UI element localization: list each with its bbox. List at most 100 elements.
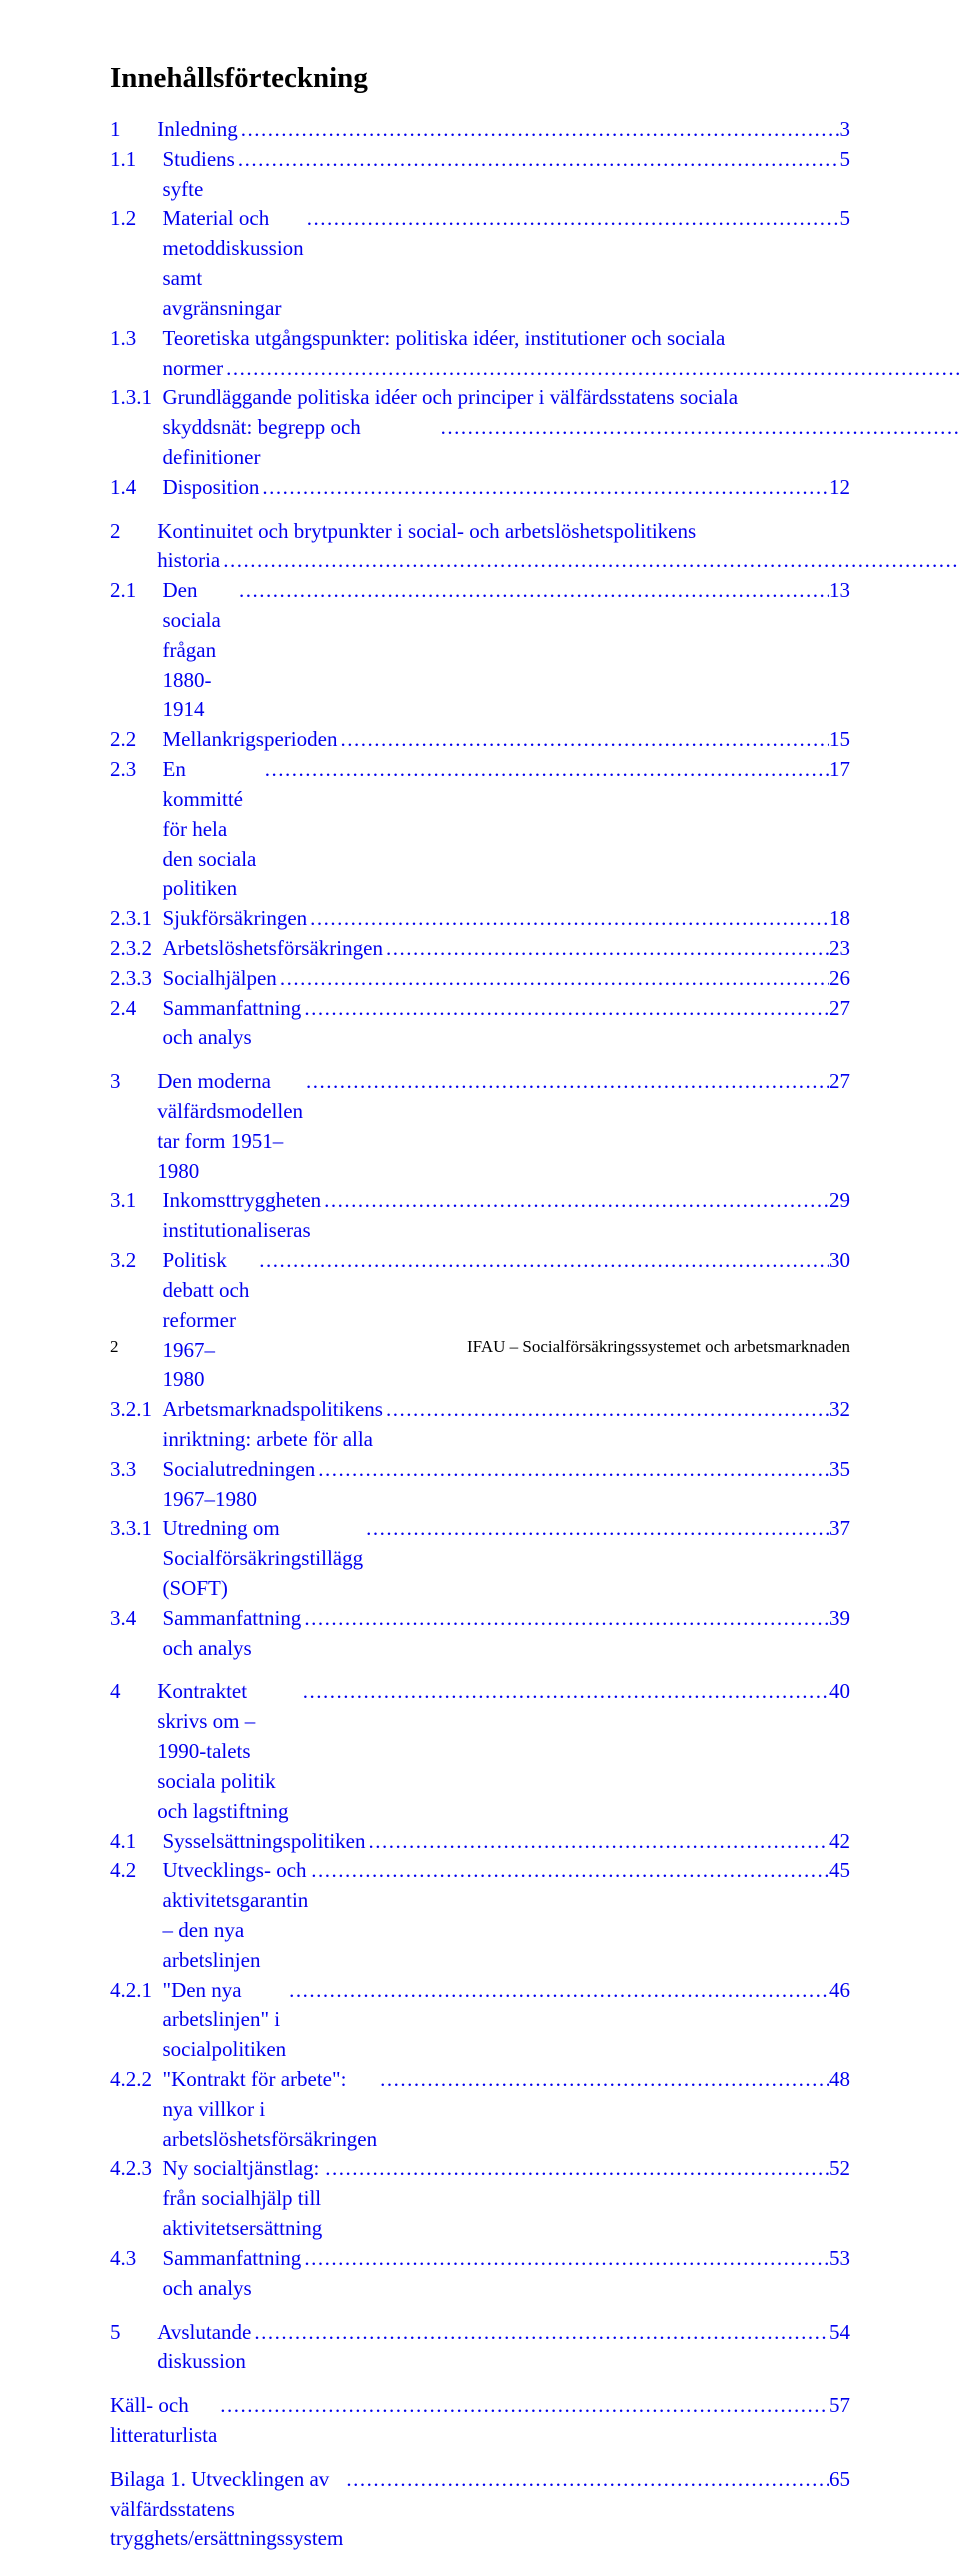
toc-entry[interactable]: 3.3.1 Utredning om Socialförsäkringstill… [110,1514,850,1603]
toc-page: 29 [829,1186,850,1216]
toc-label: Kontinuitet och brytpunkter i social- oc… [157,517,696,547]
toc-leader: ........................................… [277,964,829,994]
toc-page: 65 [829,2465,850,2495]
footer-page-number: 2 [110,1337,119,1357]
toc-entry[interactable]: 4.3 Sammanfattning och analys...........… [110,2244,850,2304]
toc-label: Socialutredningen 1967–1980 [163,1455,316,1515]
toc-entry[interactable]: 4.2.2 "Kontrakt för arbete": nya villkor… [110,2065,850,2154]
toc-label: Inledning [157,115,237,145]
toc-leader: ........................................… [301,994,829,1024]
toc-entry[interactable]: 4 Kontraktet skrivs om – 1990-talets soc… [110,1663,850,1826]
toc-label: normer [163,354,224,384]
toc-number: 3.1 [110,1186,163,1216]
toc-entry[interactable]: 3 Den moderna välfärdsmodellen tar form … [110,1053,850,1186]
toc-entry[interactable]: 3.4 Sammanfattning och analys...........… [110,1604,850,1664]
toc-entry[interactable]: 2.2 Mellankrigsperioden.................… [110,725,850,755]
toc-number: 4.3 [110,2244,163,2274]
toc-number: 2.3.3 [110,964,163,994]
toc-entry[interactable]: 4.2.1 "Den nya arbetslinjen" i socialpol… [110,1976,850,2065]
toc-leader: ........................................… [315,1455,829,1485]
toc-label: Arbetsmarknadspolitikens inriktning: arb… [163,1395,383,1455]
toc-entry[interactable]: 4.1 Sysselsättningspolitiken............… [110,1827,850,1857]
toc-label: Kontraktet skrivs om – 1990-talets socia… [157,1677,300,1826]
toc-leader: ........................................… [235,145,840,175]
toc-leader: ........................................… [301,1604,829,1634]
toc-entry[interactable]: 2.3 En kommitté för hela den sociala pol… [110,755,850,904]
toc-label: Teoretiska utgångspunkter: politiska idé… [163,324,726,354]
toc-leader: ........................................… [262,755,829,785]
toc-page: 42 [829,1827,850,1857]
toc-page: 35 [829,1455,850,1485]
toc-entry[interactable]: 2.3.1 Sjukförsäkringen..................… [110,904,850,934]
toc-label: skyddsnät: begrepp och definitioner [163,413,438,473]
toc-entry[interactable]: 2.4 Sammanfattning och analys...........… [110,994,850,1054]
toc-entry[interactable]: 5 Avslutande diskussion.................… [110,2304,850,2378]
toc-entry[interactable]: 3.2.1 Arbetsmarknadspolitikens inriktnin… [110,1395,850,1455]
toc-entry[interactable]: Käll- och litteraturlista...............… [110,2377,850,2451]
toc-label: Politisk debatt och reformer 1967–1980 [163,1246,257,1395]
toc-entry[interactable]: 2.1 Den sociala frågan 1880-1914........… [110,576,850,725]
toc-label: "Kontrakt för arbete": nya villkor i arb… [163,2065,378,2154]
toc-leader: ........................................… [377,2065,829,2095]
toc-leader: ........................................… [301,2244,829,2274]
toc-entry[interactable]: 1 Inledning.............................… [110,115,850,145]
toc-page: 26 [829,964,850,994]
toc-leader: ........................................… [366,1827,829,1857]
toc-label: Utredning om Socialförsäkringstillägg (S… [163,1514,364,1603]
toc-entry[interactable]: 1.3.1 Grundläggande politiska idéer och … [110,383,850,472]
toc-entry[interactable]: Bilaga 1. Utvecklingen av välfärdsstaten… [110,2451,850,2554]
toc-number: 1.1 [110,145,163,175]
footer-text: IFAU – Socialförsäkringssystemet och arb… [467,1337,850,1357]
toc-number: 2 [110,517,157,547]
toc-leader: ........................................… [300,1677,829,1707]
toc-label: Sammanfattning och analys [163,2244,302,2304]
toc-leader: ........................................… [383,934,829,964]
toc-entry[interactable]: 3.3 Socialutredningen 1967–1980.........… [110,1455,850,1515]
toc-entry[interactable]: 3.1 Inkomsttryggheten institutionalisera… [110,1186,850,1246]
toc-entry[interactable]: 4.2.3 Ny socialtjänstlag: från socialhjä… [110,2154,850,2243]
toc-leader: ........................................… [337,725,829,755]
toc-leader: ........................................… [322,2154,829,2184]
toc-page: 18 [829,904,850,934]
toc-number: 3.3.1 [110,1514,163,1544]
toc-page: 5 [840,204,851,234]
toc-label: Sammanfattning och analys [163,994,302,1054]
toc-number: 4.2.3 [110,2154,163,2184]
toc-leader: ........................................… [259,473,829,503]
toc-label: Avslutande diskussion [157,2318,251,2378]
toc-page: 13 [829,576,850,606]
toc-entry[interactable]: 2.3.3 Socialhjälpen.....................… [110,964,850,994]
toc-number: 2.3 [110,755,163,785]
toc-page: 53 [829,2244,850,2274]
toc-number: 2.1 [110,576,163,606]
toc-leader: ........................................… [438,413,960,443]
toc-entry[interactable]: 2 Kontinuitet och brytpunkter i social- … [110,503,850,577]
toc-entry[interactable]: 3.2 Politisk debatt och reformer 1967–19… [110,1246,850,1395]
toc-leader: ........................................… [303,1067,829,1097]
toc-entry[interactable]: 1.2 Material och metoddiskussion samt av… [110,204,850,323]
toc-label: Mellankrigsperioden [163,725,338,755]
toc-page: 23 [829,934,850,964]
toc-number: 2.4 [110,994,163,1024]
toc-leader: ........................................… [321,1186,829,1216]
toc-number: 3.4 [110,1604,163,1634]
toc-entry[interactable]: 1.4 Disposition.........................… [110,473,850,503]
toc-label: Ny socialtjänstlag: från socialhjälp til… [163,2154,323,2243]
toc-entry[interactable]: 1.3 Teoretiska utgångspunkter: politiska… [110,324,850,384]
toc-entry[interactable]: 2.3.2 Arbetslöshetsförsäkringen.........… [110,934,850,964]
toc-number: 2.3.1 [110,904,163,934]
toc-leader: ........................................… [363,1514,829,1544]
toc-page: 32 [829,1395,850,1425]
toc-label: Den sociala frågan 1880-1914 [163,576,237,725]
toc-label: Sammanfattning och analys [163,1604,302,1664]
toc-label: historia [157,546,220,576]
toc-number: 5 [110,2318,157,2348]
toc-leader: ........................................… [343,2465,829,2495]
toc-entry[interactable]: 4.2 Utvecklings- och aktivitetsgarantin … [110,1856,850,1975]
toc-entry[interactable]: 1.1 Studiens syfte......................… [110,145,850,205]
toc-page: 15 [829,725,850,755]
toc-label: Sysselsättningspolitiken [163,1827,366,1857]
toc-page: 27 [829,1067,850,1097]
toc-number: 3.3 [110,1455,163,1485]
toc-page: 37 [829,1514,850,1544]
